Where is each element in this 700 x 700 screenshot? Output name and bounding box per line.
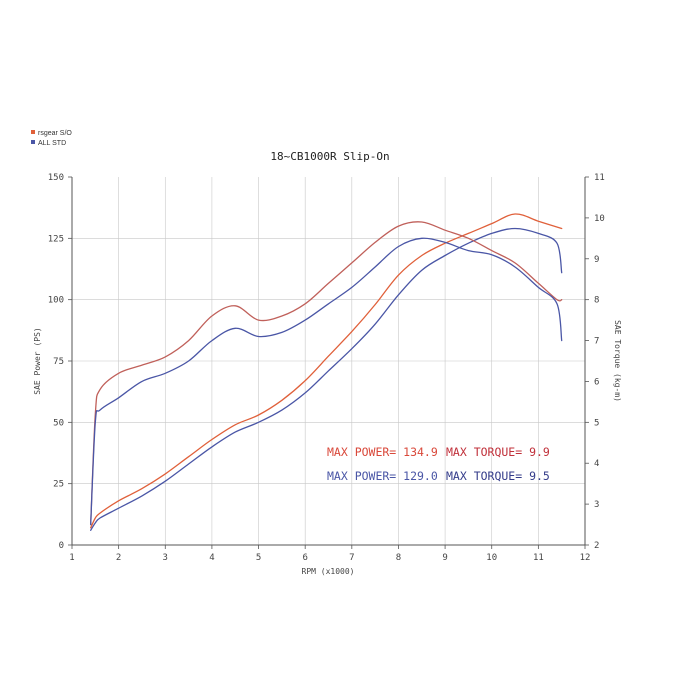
y2-tick-label: 3 [594,500,599,510]
y2-tick-label: 10 [594,214,605,224]
x-tick-label: 10 [486,553,497,563]
x-tick-labels: 1 2 3 4 5 6 7 8 9 10 11 12 [69,545,590,563]
grid [72,177,585,545]
y-tick-label: 25 [53,480,64,490]
y2-tick-label: 6 [594,377,599,387]
annotation-std-max-power: MAX POWER= 129.0 [327,469,438,483]
y2-tick-label: 5 [594,418,599,428]
series-line-rsgear-s-o-torque [90,221,563,526]
y-tick-label: 50 [53,418,64,428]
x-tick-label: 12 [580,553,591,563]
annotation-rsgear-max-power: MAX POWER= 134.9 [327,445,438,459]
x-tick-label: 6 [302,553,307,563]
series-line-all-std-torque [90,237,563,526]
legend-swatch-std [31,140,35,144]
y-tick-label: 75 [53,357,64,367]
x-tick-label: 8 [396,553,401,563]
legend-label-rsgear: rsgear S/O [38,130,72,137]
series-layer [90,213,563,531]
x-tick-label: 11 [533,553,544,563]
annotation-std-max-torque: MAX TORQUE= 9.5 [446,469,550,483]
y-tick-label: 125 [48,234,64,244]
y-tick-labels: 0 25 50 75 100 125 150 [48,173,72,551]
x-tick-label: 1 [69,553,74,563]
y2-tick-label: 8 [594,296,599,306]
y2-tick-label: 9 [594,255,599,265]
y2-tick-label: 2 [594,541,599,551]
x-tick-label: 4 [209,553,214,563]
x-tick-label: 3 [163,553,168,563]
y-axis-label: SAE Power (PS) [33,327,42,394]
y-tick-label: 150 [48,173,64,183]
x-axis-label: RPM (x1000) [302,567,355,576]
series-line-rsgear-s-o-power [90,213,563,529]
x-tick-label: 5 [256,553,261,563]
legend-label-std: ALL STD [38,140,66,147]
x-tick-label: 7 [349,553,354,563]
legend: rsgear S/O ALL STD [31,130,72,147]
y2-tick-label: 4 [594,459,599,469]
y2-tick-label: 7 [594,337,599,347]
annotations: MAX POWER= 134.9 MAX TORQUE= 9.9 MAX POW… [327,445,550,483]
y-tick-label: 100 [48,296,64,306]
legend-swatch-rsgear [31,130,35,134]
chart-title: 18~CB1000R Slip-On [270,150,389,163]
series-line-all-std-power [90,227,563,531]
y2-tick-labels: 2 3 4 5 6 7 8 9 10 11 [585,173,605,551]
annotation-rsgear-max-torque: MAX TORQUE= 9.9 [446,445,550,459]
y2-tick-label: 11 [594,173,605,183]
y-tick-label: 0 [59,541,64,551]
x-tick-label: 2 [116,553,121,563]
x-tick-label: 9 [442,553,447,563]
y2-axis-label: SAE Torque (kg-m) [613,320,622,402]
